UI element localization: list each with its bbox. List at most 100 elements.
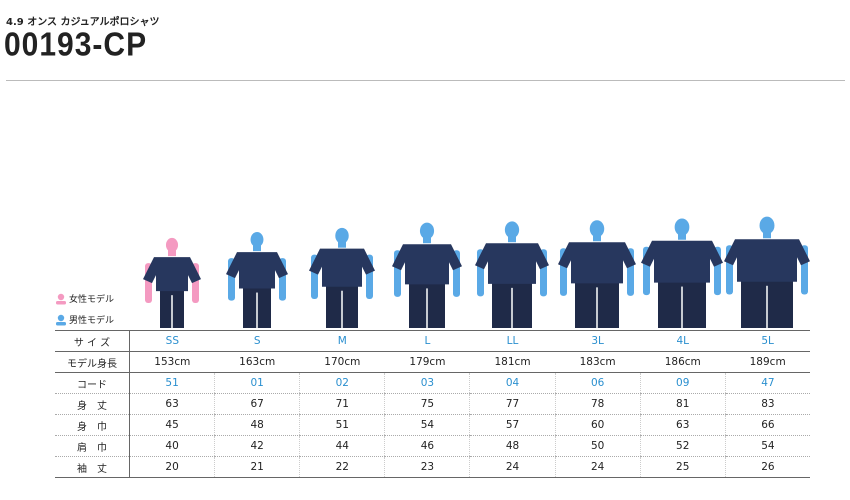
table-cell: 181cm bbox=[469, 351, 556, 373]
table-cell: 153cm bbox=[129, 351, 215, 373]
table-cell: 25 bbox=[639, 456, 726, 478]
table-cell: 163cm bbox=[214, 351, 300, 373]
model-figure-M bbox=[309, 227, 375, 328]
table-cell: LL bbox=[469, 330, 556, 352]
table-cell: SS bbox=[129, 330, 215, 352]
table-cell: 48 bbox=[469, 435, 556, 457]
legend-female-label: 女性モデル bbox=[69, 295, 115, 305]
table-cell: 81 bbox=[639, 393, 726, 415]
table-cell: 40 bbox=[129, 435, 215, 457]
polo-shirt bbox=[226, 252, 288, 289]
table-cell: 71 bbox=[299, 393, 385, 415]
row-label: 身 丈 bbox=[55, 393, 131, 415]
table-cell: 5L bbox=[725, 330, 810, 352]
head bbox=[759, 216, 775, 235]
table-cell: 42 bbox=[214, 435, 300, 457]
table-cell: 67 bbox=[214, 393, 300, 415]
row-label: 肩 巾 bbox=[55, 435, 131, 457]
table-cell: 04 bbox=[469, 372, 556, 394]
neck bbox=[593, 235, 601, 242]
table-cell: 60 bbox=[554, 414, 641, 436]
table-row: サ イ ズ SS S M L LL 3L 4L 5L bbox=[55, 330, 810, 352]
table-cell: L bbox=[384, 330, 470, 352]
male-person-icon bbox=[56, 314, 66, 325]
row-label: 袖 丈 bbox=[55, 456, 131, 478]
table-cell: 83 bbox=[724, 393, 810, 415]
table-cell: 63 bbox=[639, 414, 726, 436]
table-cell: 06 bbox=[554, 372, 641, 394]
table-cell: 26 bbox=[724, 456, 810, 478]
legend-male: 男性モデル bbox=[55, 313, 114, 326]
table-cell: 03 bbox=[384, 372, 470, 394]
table-cell: 50 bbox=[554, 435, 641, 457]
model-figure-5L bbox=[724, 216, 810, 328]
head bbox=[165, 237, 179, 253]
table-cell: 01 bbox=[214, 372, 300, 394]
product-code-title: 00193-CP bbox=[4, 27, 148, 64]
model-figure-SS bbox=[143, 237, 201, 328]
divider bbox=[6, 80, 845, 81]
head bbox=[250, 231, 264, 248]
table-cell: 63 bbox=[129, 393, 215, 415]
legend-male-label: 男性モデル bbox=[69, 316, 115, 326]
table-cell: 179cm bbox=[384, 351, 470, 373]
polo-shirt bbox=[392, 244, 462, 285]
table-cell: 183cm bbox=[555, 351, 641, 373]
size-table: サ イ ズ SS S M L LL 3L 4L 5L モデル身長 153cm 163cm 170cm 17… bbox=[55, 330, 810, 478]
table-cell: 54 bbox=[384, 414, 470, 436]
table-row: 肩 巾 40 42 44 46 48 50 52 54 bbox=[55, 435, 810, 457]
model-figure-LL bbox=[475, 221, 549, 328]
table-cell: 47 bbox=[724, 372, 810, 394]
table-cell: 186cm bbox=[640, 351, 726, 373]
model-figure-S bbox=[226, 231, 288, 328]
row-label: モデル身長 bbox=[55, 351, 131, 373]
table-cell: 54 bbox=[724, 435, 810, 457]
table-cell: 45 bbox=[129, 414, 215, 436]
table-cell: 22 bbox=[299, 456, 385, 478]
table-row: 袖 丈 20 21 22 23 24 24 25 26 bbox=[55, 456, 810, 478]
product-subtitle: 4.9 オンス カジュアルポロシャツ bbox=[6, 17, 160, 28]
model-figure-4L bbox=[641, 218, 723, 328]
head bbox=[674, 218, 690, 236]
table-cell: 77 bbox=[469, 393, 556, 415]
polo-shirt bbox=[309, 248, 375, 287]
polo-shirt bbox=[641, 240, 723, 283]
row-label: サ イ ズ bbox=[55, 330, 131, 352]
table-cell: 189cm bbox=[725, 351, 810, 373]
table-cell: 4L bbox=[640, 330, 726, 352]
table-cell: 51 bbox=[129, 372, 215, 394]
head bbox=[504, 221, 520, 239]
model-figure-L bbox=[392, 222, 462, 328]
female-person-icon bbox=[56, 293, 66, 304]
table-cell: 02 bbox=[299, 372, 385, 394]
table-cell: 48 bbox=[214, 414, 300, 436]
table-cell: 78 bbox=[554, 393, 641, 415]
table-cell: 3L bbox=[555, 330, 641, 352]
table-cell: 75 bbox=[384, 393, 470, 415]
table-cell: 52 bbox=[639, 435, 726, 457]
head bbox=[335, 227, 349, 244]
table-cell: 51 bbox=[299, 414, 385, 436]
table-cell: 66 bbox=[724, 414, 810, 436]
model-figures bbox=[143, 216, 810, 328]
table-row: コード 51 01 02 03 04 06 09 47 bbox=[55, 372, 810, 394]
table-cell: 170cm bbox=[299, 351, 385, 373]
row-label: コード bbox=[55, 372, 131, 394]
head bbox=[589, 220, 605, 238]
table-cell: M bbox=[299, 330, 385, 352]
neck bbox=[253, 245, 261, 252]
neck bbox=[678, 233, 686, 240]
table-cell: 24 bbox=[469, 456, 556, 478]
legend-female: 女性モデル bbox=[55, 292, 114, 305]
table-cell: 20 bbox=[129, 456, 215, 478]
polo-shirt bbox=[558, 242, 636, 284]
polo-shirt bbox=[475, 243, 549, 284]
table-cell: 24 bbox=[554, 456, 641, 478]
table-row: 身 巾 45 48 51 54 57 60 63 66 bbox=[55, 414, 810, 436]
neck bbox=[763, 232, 771, 239]
table-cell: 09 bbox=[639, 372, 726, 394]
table-row: モデル身長 153cm 163cm 170cm 179cm 181cm 183cm 186cm… bbox=[55, 351, 810, 373]
neck bbox=[338, 241, 346, 248]
table-cell: 21 bbox=[214, 456, 300, 478]
polo-shirt bbox=[143, 257, 201, 292]
